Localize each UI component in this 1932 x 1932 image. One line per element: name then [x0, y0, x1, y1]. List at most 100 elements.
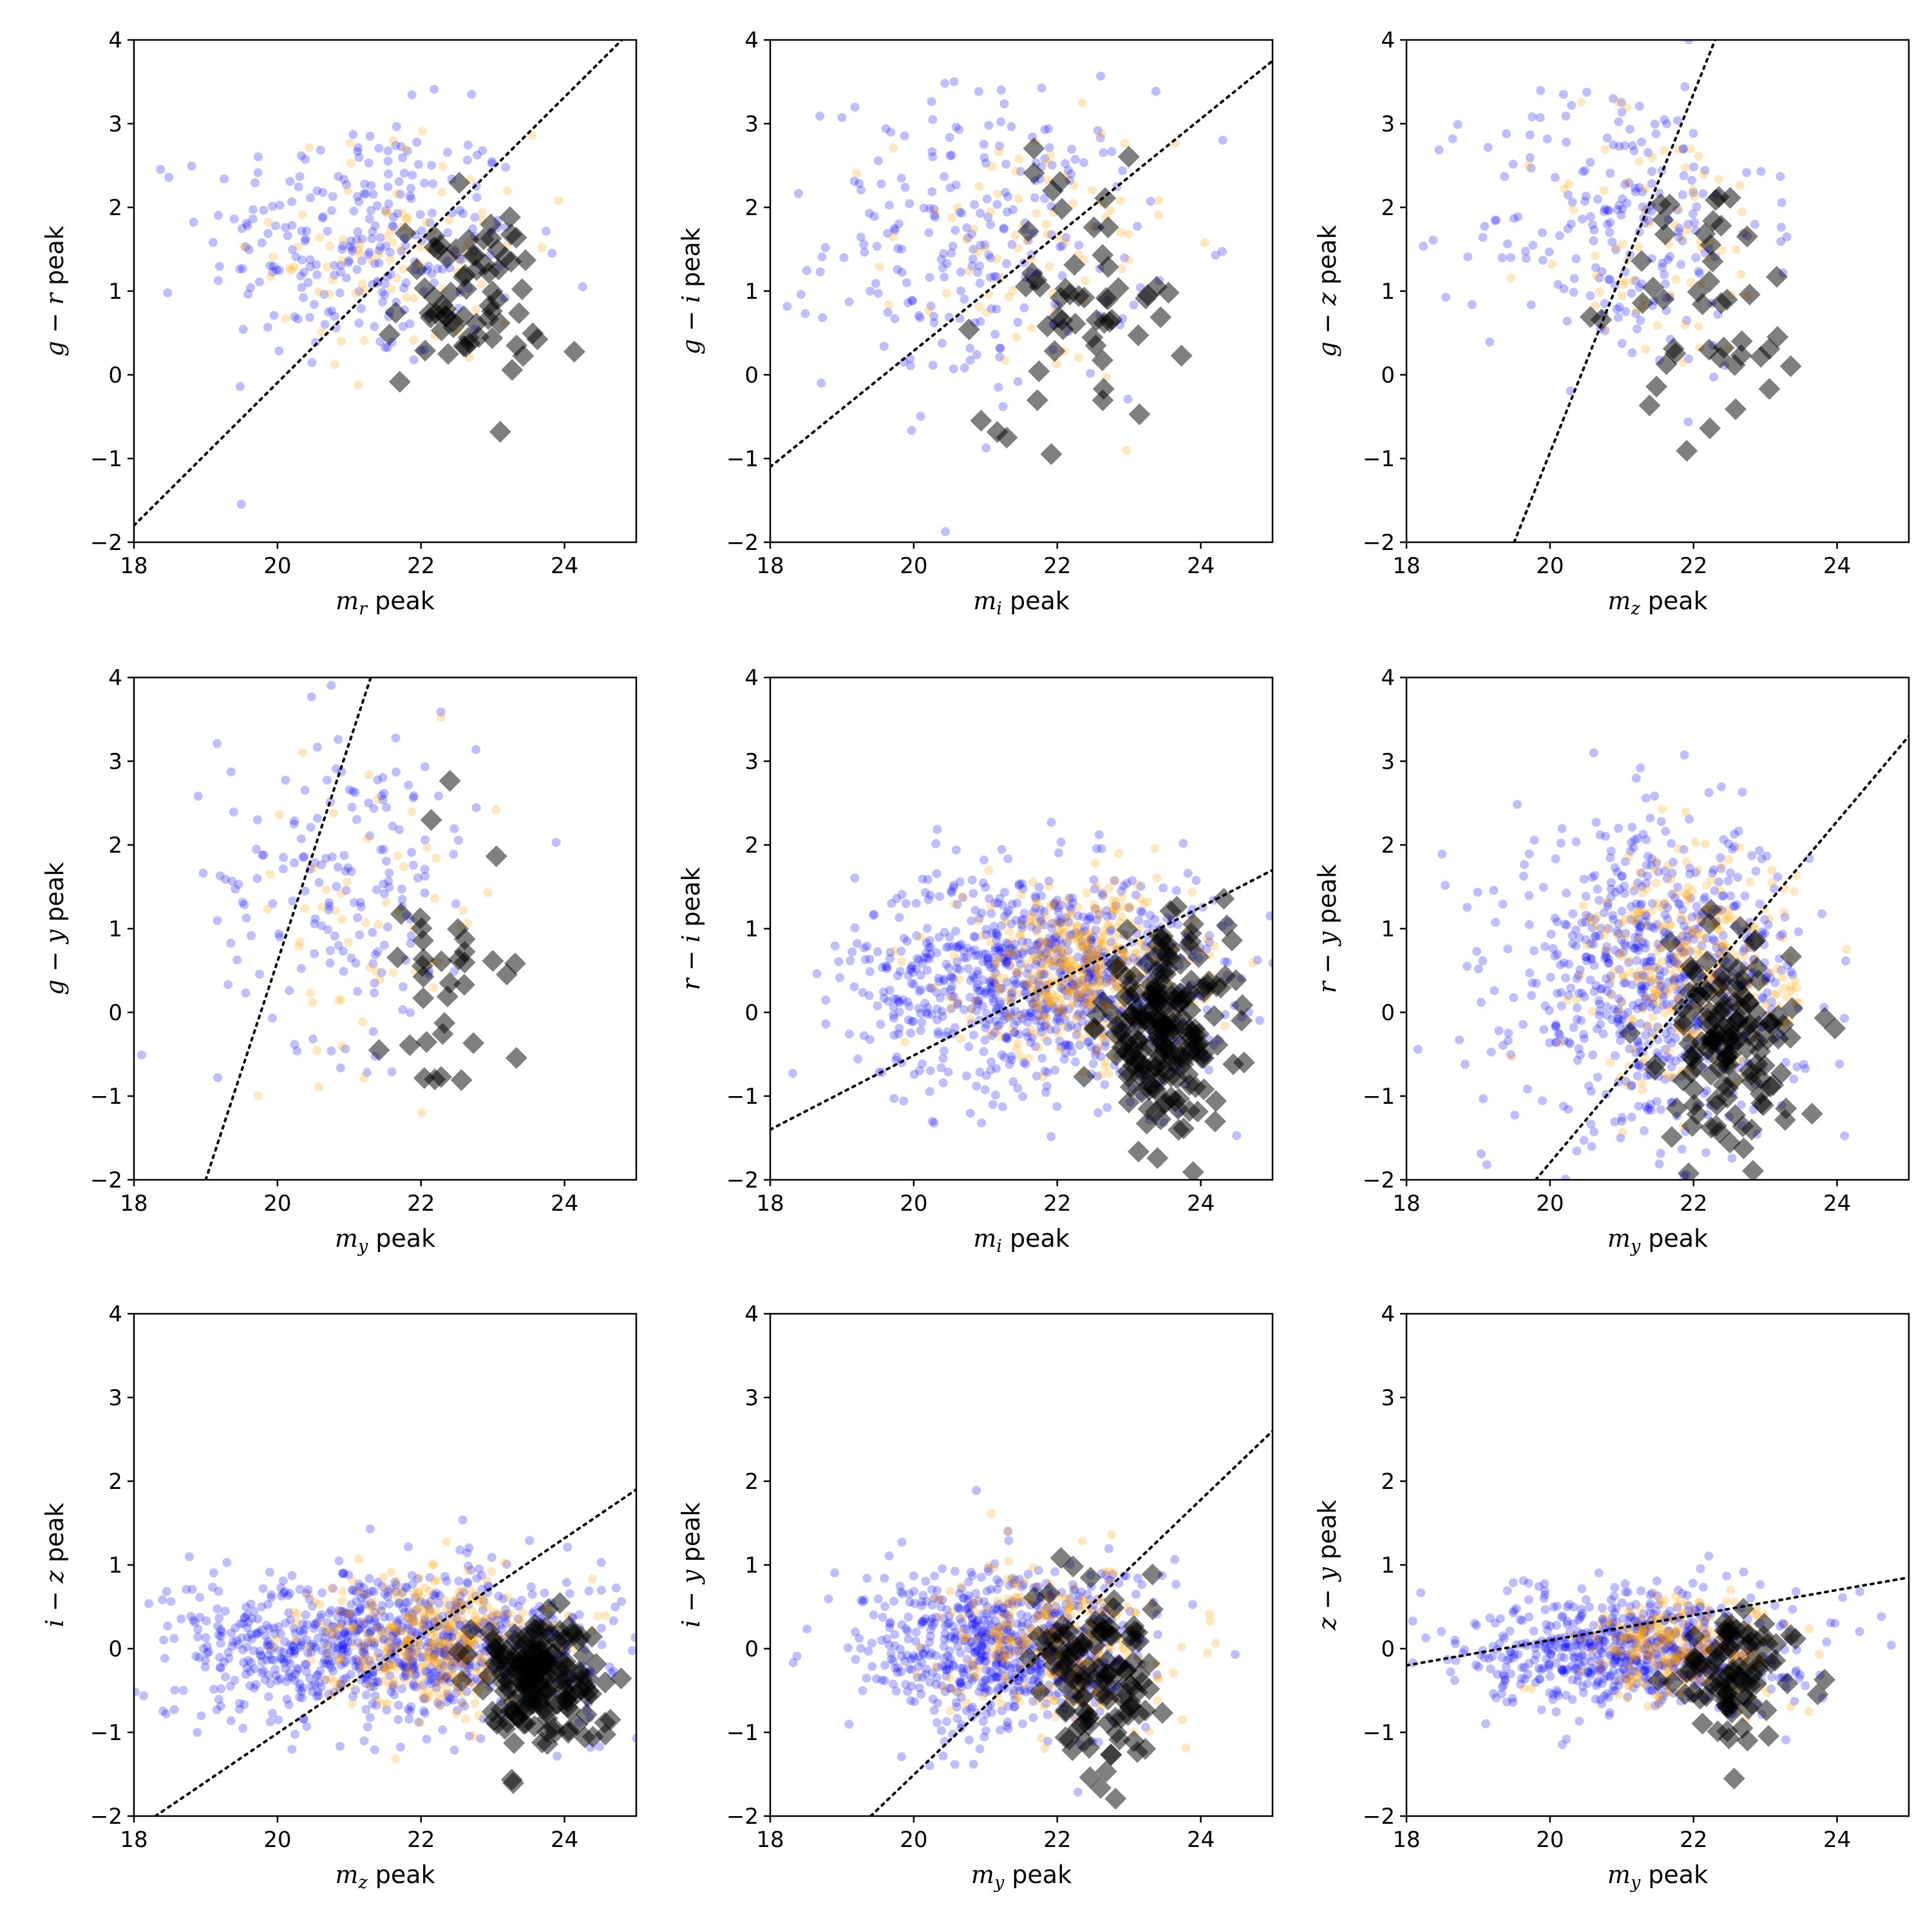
blue-point	[281, 775, 290, 785]
orange-point	[990, 956, 999, 966]
blue-point	[419, 1620, 428, 1629]
blue-point	[1618, 1015, 1627, 1025]
orange-point	[1081, 956, 1091, 965]
blue-point	[1560, 1175, 1570, 1180]
blue-point	[377, 1606, 386, 1616]
blue-point	[945, 151, 955, 160]
blue-point	[999, 223, 1009, 233]
blue-point	[1569, 274, 1579, 283]
blue-point	[442, 1672, 451, 1682]
orange-point	[1038, 1072, 1048, 1082]
blue-point	[967, 261, 977, 270]
blue-point	[244, 245, 254, 254]
orange-point	[1080, 1000, 1090, 1010]
orange-point	[1031, 897, 1041, 906]
blue-point	[595, 1742, 604, 1752]
blue-point	[963, 943, 972, 953]
blue-point	[1675, 979, 1685, 988]
blue-point	[320, 319, 330, 329]
blue-point	[242, 218, 251, 228]
blue-point	[442, 147, 452, 157]
blue-point	[397, 895, 407, 904]
series-black	[1073, 887, 1255, 1180]
blue-point	[328, 1635, 337, 1645]
black-diamond-marker	[1696, 951, 1718, 973]
orange-point	[1657, 957, 1667, 967]
blue-point	[454, 1577, 464, 1586]
blue-point	[1546, 929, 1556, 939]
blue-point	[951, 225, 960, 235]
orange-point	[1096, 938, 1105, 947]
blue-point	[1040, 194, 1049, 204]
black-diamond-marker	[1659, 931, 1681, 953]
orange-point	[265, 869, 275, 879]
blue-point	[1603, 902, 1613, 911]
blue-point	[1033, 940, 1043, 950]
blue-point	[1083, 1037, 1093, 1047]
blue-point	[967, 875, 977, 885]
blue-point	[904, 1001, 914, 1011]
blue-point	[1594, 996, 1604, 1005]
blue-point	[1629, 943, 1639, 953]
blue-point	[1628, 141, 1637, 151]
blue-point	[391, 1587, 401, 1596]
orange-point	[1045, 998, 1054, 1008]
blue-point	[399, 283, 408, 293]
blue-point	[1643, 1105, 1653, 1115]
orange-point	[1779, 933, 1788, 943]
orange-point	[1691, 838, 1701, 847]
blue-point	[1675, 943, 1685, 953]
orange-point	[477, 279, 486, 289]
black-diamond-marker	[453, 974, 475, 996]
blue-point	[343, 1632, 352, 1642]
blue-point	[892, 894, 902, 904]
blue-point	[909, 1070, 919, 1079]
blue-point	[990, 946, 999, 956]
blue-point	[380, 1589, 390, 1599]
blue-point	[1633, 971, 1642, 981]
orange-point	[1070, 978, 1080, 988]
blue-point	[301, 1610, 310, 1620]
blue-point	[1070, 981, 1079, 991]
blue-point	[334, 1556, 344, 1566]
blue-point	[1039, 907, 1049, 916]
blue-point	[290, 858, 299, 867]
blue-point	[1111, 901, 1121, 911]
blue-point	[904, 298, 913, 307]
blue-point	[1005, 961, 1014, 971]
orange-point	[314, 287, 323, 297]
y-tick-label: −2	[90, 1168, 122, 1193]
blue-point	[1099, 148, 1108, 158]
blue-point	[429, 1650, 439, 1660]
blue-point	[351, 1662, 361, 1671]
black-diamond-marker	[1730, 330, 1753, 352]
blue-point	[1020, 1009, 1030, 1018]
blue-point	[1455, 1035, 1464, 1045]
blue-point	[525, 1536, 535, 1546]
blue-point	[1734, 826, 1743, 836]
orange-point	[337, 914, 346, 924]
blue-point	[1586, 1119, 1596, 1129]
blue-point	[1086, 969, 1096, 978]
orange-point	[1587, 1007, 1597, 1016]
blue-point	[307, 1648, 316, 1657]
blue-point	[353, 1625, 363, 1635]
black-diamond-marker	[1213, 887, 1235, 910]
blue-point	[1036, 1023, 1046, 1032]
blue-point	[922, 923, 932, 933]
blue-point	[1097, 891, 1107, 900]
orange-point	[1188, 887, 1197, 897]
blue-point	[909, 980, 918, 989]
blue-point	[1032, 1071, 1041, 1081]
orange-point	[374, 920, 383, 929]
blue-point	[942, 259, 952, 269]
blue-point	[293, 1663, 303, 1673]
blue-point	[1097, 844, 1106, 853]
blue-point	[958, 893, 968, 902]
blue-point	[1099, 947, 1109, 957]
blue-point	[349, 206, 359, 216]
orange-point	[889, 144, 898, 153]
blue-point	[1016, 167, 1025, 176]
blue-point	[1586, 1086, 1596, 1096]
